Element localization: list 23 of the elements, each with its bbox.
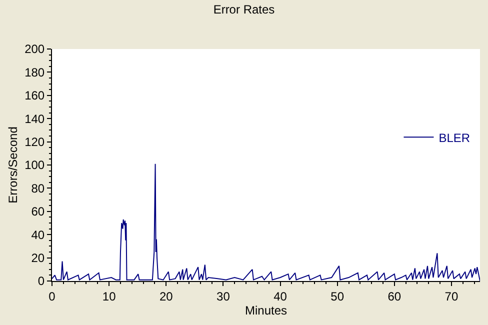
y-tick-label: 140	[24, 112, 45, 126]
y-tick-label: 40	[31, 228, 45, 242]
y-tick-label: 100	[24, 158, 45, 172]
y-tick-label: 160	[24, 88, 45, 103]
chart-title: Error Rates	[213, 2, 275, 16]
y-tick-label: 20	[31, 251, 45, 265]
x-tick-label: 0	[48, 289, 56, 304]
x-tick-label: 50	[330, 289, 344, 304]
x-tick-label: 10	[102, 289, 116, 304]
legend-label: BLER	[438, 130, 470, 145]
y-tick-label: 60	[31, 204, 45, 219]
x-axis-title: Minutes	[244, 303, 288, 318]
x-tick-label: 60	[388, 289, 402, 304]
y-tick-label: 180	[24, 65, 45, 80]
y-tick-label: 0	[38, 274, 45, 288]
x-tick-label: 70	[444, 289, 458, 304]
y-tick-label: 120	[24, 135, 45, 149]
y-tick-label: 80	[31, 181, 45, 196]
x-tick-label: 40	[274, 289, 288, 304]
y-axis-title: Errors/Second	[6, 126, 20, 204]
x-tick-label: 20	[159, 289, 174, 304]
y-tick-label: 200	[24, 42, 45, 56]
x-tick-label: 30	[216, 289, 230, 304]
